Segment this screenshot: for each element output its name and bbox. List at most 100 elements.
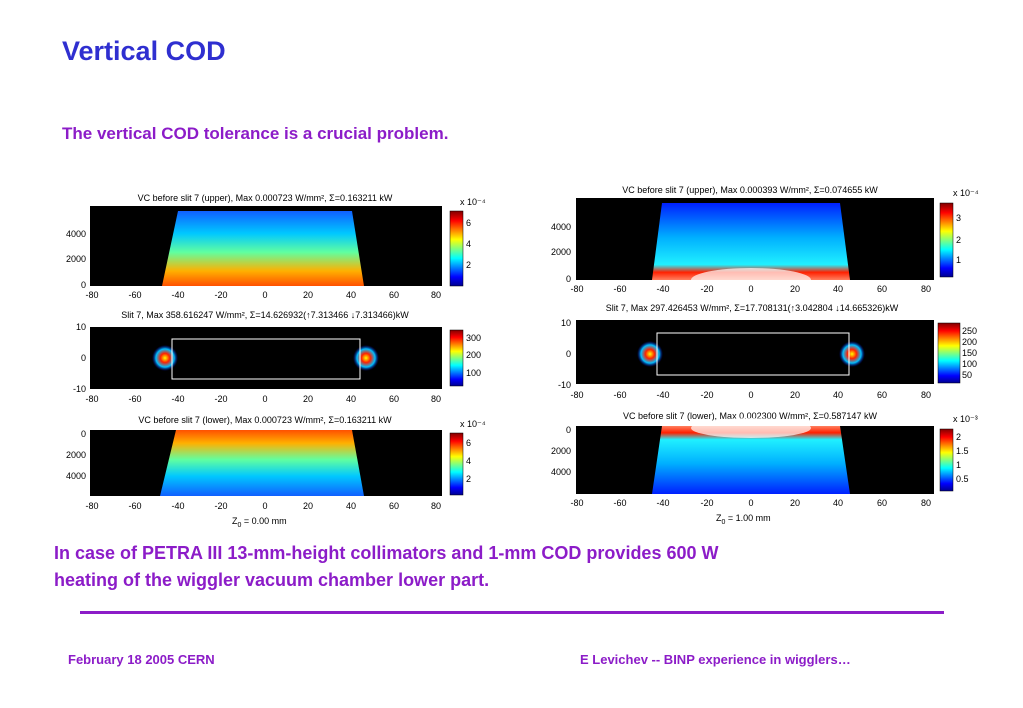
y-tick: -10 [558, 380, 571, 390]
colorbar-tick: 200 [466, 350, 481, 360]
x-tick: 20 [790, 284, 800, 294]
x-tick: -20 [214, 290, 227, 300]
x-tick: 0 [748, 390, 753, 400]
x-tick: -60 [613, 284, 626, 294]
y-tick: 2000 [551, 446, 571, 456]
colorbar-tick: 2 [956, 235, 961, 245]
x-tick: -20 [700, 284, 713, 294]
x-tick: 20 [303, 290, 313, 300]
x-tick: 20 [303, 501, 313, 511]
y-tick: 0 [81, 429, 86, 439]
x-tick: -20 [214, 501, 227, 511]
y-tick: 4000 [66, 229, 86, 239]
colorbar-exponent: x 10⁻⁴ [460, 197, 486, 207]
y-tick: 2000 [66, 254, 86, 264]
colorbar-tick: 200 [962, 337, 977, 347]
heatmap-frame [576, 320, 934, 384]
x-tick: 20 [790, 498, 800, 508]
y-tick: 0 [566, 349, 571, 359]
x-tick: 0 [262, 290, 267, 300]
colorbar [449, 432, 464, 496]
x-tick: -80 [570, 498, 583, 508]
heatmap-footprint [652, 203, 850, 280]
x-tick: 60 [877, 390, 887, 400]
x-tick: -60 [128, 501, 141, 511]
x-tick: -80 [570, 390, 583, 400]
x-tick: 60 [877, 284, 887, 294]
heatmap-footprint [160, 430, 364, 496]
x-tick: 40 [346, 501, 356, 511]
x-tick: 60 [389, 290, 399, 300]
y-tick: -10 [73, 384, 86, 394]
x-tick: 0 [262, 501, 267, 511]
x-tick: -80 [85, 394, 98, 404]
x-tick: -40 [656, 284, 669, 294]
slit-outline [171, 338, 361, 380]
y-tick: 4000 [551, 467, 571, 477]
y-tick: 0 [566, 274, 571, 284]
x-axis-ticks: -80 -60 -40 -20 0 20 40 60 80 [85, 290, 441, 300]
x-tick: -40 [656, 498, 669, 508]
footer-date: February 18 2005 CERN [68, 652, 215, 667]
plot-title: VC before slit 7 (lower), Max 0.000723 W… [138, 415, 392, 425]
conclusion-line: heating of the wiggler vacuum chamber lo… [54, 570, 490, 590]
colorbar [939, 202, 954, 278]
colorbar-exponent: x 10⁻³ [953, 414, 978, 424]
colorbar-tick: 2 [956, 432, 961, 442]
x-tick: -20 [700, 498, 713, 508]
heatmap-footprint [652, 426, 850, 494]
heatmap-hotspot [637, 341, 663, 367]
heatmap-hotspot [353, 345, 379, 371]
x-tick: 60 [389, 394, 399, 404]
x-tick: -40 [656, 390, 669, 400]
x-tick: 40 [833, 284, 843, 294]
x-tick: -60 [613, 498, 626, 508]
colorbar [449, 329, 464, 387]
heatmap-hotspot [152, 345, 178, 371]
colorbar-tick: 0.5 [956, 474, 969, 484]
x-tick: -40 [171, 501, 184, 511]
y-tick: 2000 [66, 450, 86, 460]
colorbar-tick: 100 [962, 359, 977, 369]
slide-title: Vertical COD [62, 36, 226, 66]
z0-label: Z0 = 1.00 mm [716, 513, 771, 526]
colorbar-tick: 150 [962, 348, 977, 358]
conclusion-line: In case of PETRA III 13-mm-height collim… [54, 543, 719, 563]
colorbar-tick: 1.5 [956, 446, 969, 456]
plot-title: VC before slit 7 (upper), Max 0.000393 W… [622, 185, 878, 195]
colorbar-tick: 300 [466, 333, 481, 343]
x-tick: 80 [431, 501, 441, 511]
plot-title: VC before slit 7 (lower), Max 0.002300 W… [623, 411, 877, 421]
divider-line [80, 611, 944, 614]
y-tick: 0 [81, 280, 86, 290]
colorbar-tick: 6 [466, 438, 471, 448]
x-tick: 60 [389, 501, 399, 511]
colorbar [939, 428, 954, 492]
colorbar-tick: 6 [466, 218, 471, 228]
heatmap-frame [90, 327, 442, 389]
footer-author: E Levichev -- BINP experience in wiggler… [580, 652, 851, 667]
colorbar-exponent: x 10⁻⁴ [460, 419, 486, 429]
colorbar-tick: 100 [466, 368, 481, 378]
x-tick: 40 [346, 290, 356, 300]
y-tick: 10 [561, 318, 571, 328]
x-tick: 20 [790, 390, 800, 400]
x-tick: -40 [171, 290, 184, 300]
x-tick: 80 [921, 284, 931, 294]
y-tick: 0 [566, 425, 571, 435]
colorbar-tick: 2 [466, 260, 471, 270]
y-tick: 0 [81, 353, 86, 363]
x-tick: 20 [303, 394, 313, 404]
x-tick: -60 [613, 390, 626, 400]
colorbar-tick: 50 [962, 370, 972, 380]
x-tick: 40 [346, 394, 356, 404]
x-tick: -20 [214, 394, 227, 404]
colorbar-tick: 1 [956, 255, 961, 265]
y-tick: 10 [76, 322, 86, 332]
colorbar-exponent: x 10⁻⁴ [953, 188, 979, 198]
x-tick: -20 [700, 390, 713, 400]
y-tick: 4000 [66, 471, 86, 481]
heatmap-hotspot [691, 418, 811, 438]
x-tick: 80 [431, 290, 441, 300]
